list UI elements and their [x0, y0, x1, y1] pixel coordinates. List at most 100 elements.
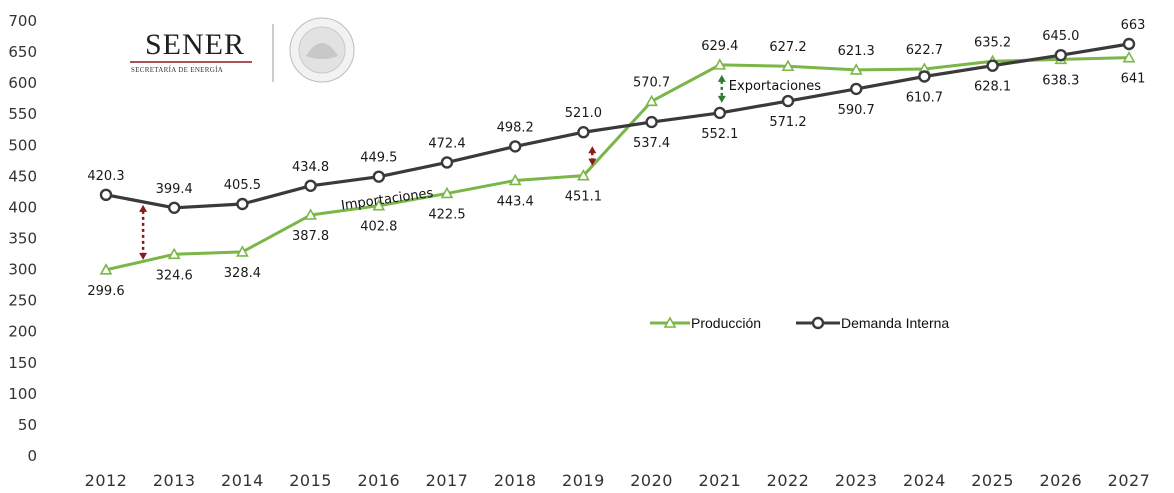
legend-demanda-label: Demanda Interna [841, 315, 949, 331]
demanda-point [167, 201, 181, 215]
data-label-produccion: 627.2 [769, 40, 806, 55]
y-tick-label: 400 [8, 198, 37, 216]
y-tick-label: 50 [18, 416, 37, 434]
data-label-demanda-interna: 521.0 [565, 106, 602, 121]
data-label-produccion: 641 [1121, 72, 1146, 87]
produccion-point [645, 94, 658, 107]
data-label-produccion: 324.6 [156, 268, 193, 283]
produccion-point [304, 208, 317, 220]
data-label-produccion: 402.8 [360, 220, 397, 235]
data-label-demanda-interna: 472.4 [428, 136, 465, 151]
y-tick-label: 300 [8, 261, 37, 279]
legend: Producción Demanda Interna [650, 315, 949, 331]
data-label-demanda-interna: 610.7 [906, 90, 943, 105]
exportaciones-label: Exportaciones [729, 79, 821, 94]
produccion-point [713, 58, 727, 70]
demanda-point [781, 94, 795, 108]
data-label-demanda-interna: 405.5 [224, 178, 261, 193]
data-label-produccion: 622.7 [906, 43, 943, 58]
data-label-produccion: 443.4 [497, 194, 534, 209]
x-tick-label: 2018 [494, 471, 537, 490]
exportaciones-2021-arrow-head-up [717, 74, 726, 82]
produccion-point [781, 59, 795, 72]
x-tick-label: 2016 [357, 471, 400, 490]
importaciones-2019-arrow-head-down [588, 158, 597, 166]
demanda-point [1122, 37, 1136, 51]
data-label-produccion: 451.1 [565, 190, 602, 205]
series-line-produccion [105, 56, 1130, 272]
demanda-point [99, 188, 113, 202]
data-label-demanda-interna: 420.3 [87, 169, 124, 184]
data-label-demanda-interna: 399.4 [156, 182, 193, 197]
produccion-point [236, 245, 249, 257]
data-label-demanda-interna: 552.1 [701, 127, 738, 142]
demanda-point [440, 156, 454, 169]
y-tick-label: 600 [8, 74, 37, 92]
data-label-demanda-interna: 645.0 [1042, 29, 1079, 44]
data-label-produccion: 638.3 [1042, 73, 1079, 88]
y-tick-label: 450 [8, 167, 37, 185]
demanda-point [986, 59, 999, 72]
data-label-produccion: 570.7 [633, 75, 670, 90]
x-tick-label: 2024 [903, 471, 946, 490]
y-tick-label: 200 [8, 323, 37, 341]
data-label-produccion: 629.4 [701, 39, 738, 54]
x-tick-label: 2012 [85, 471, 128, 490]
data-label-produccion: 299.6 [87, 284, 124, 299]
x-tick-label: 2014 [221, 471, 264, 490]
data-label-demanda-interna: 628.1 [974, 80, 1011, 95]
data-label-demanda-interna: 571.2 [769, 115, 806, 130]
data-label-produccion: 621.3 [838, 44, 875, 59]
data-label-demanda-interna: 537.4 [633, 136, 670, 151]
produccion-point [577, 169, 590, 181]
y-tick-label: 550 [8, 105, 37, 123]
data-label-produccion: 422.5 [428, 207, 465, 222]
x-tick-label: 2025 [971, 471, 1014, 490]
data-label-demanda-interna: 498.2 [497, 120, 534, 135]
demanda-point [372, 170, 385, 183]
x-tick-label: 2021 [698, 471, 741, 490]
data-label-produccion: 635.2 [974, 35, 1011, 50]
y-tick-label: 650 [8, 43, 37, 61]
logo-sener-text: SENER [145, 28, 245, 61]
demanda-point [850, 82, 863, 96]
data-label-demanda-interna: 590.7 [838, 103, 875, 118]
produccion-point [1122, 51, 1136, 63]
series-layer [99, 37, 1136, 275]
produccion-point [167, 247, 181, 260]
legend-produccion-marker [663, 316, 677, 328]
x-tick-label: 2017 [426, 471, 469, 490]
data-labels: 299.6 324.6 328.4 387.8 402.8 422.5 443.4 451.1… [87, 18, 1145, 299]
x-tick-label: 2022 [767, 471, 810, 490]
y-axis: 0 50 100 150 200 250 300 350 400 450 500 550 600 650 7… [8, 12, 37, 465]
y-tick-label: 150 [8, 354, 37, 372]
demanda-point [304, 179, 317, 193]
produccion-point [440, 186, 454, 199]
legend-produccion-label: Producción [691, 315, 761, 331]
produccion-point [372, 199, 386, 211]
x-axis: 2012 2013 2014 2015 2016 2017 2018 2019 2020 2021… [85, 471, 1150, 490]
x-tick-label: 2013 [153, 471, 196, 490]
produccion-point [508, 173, 522, 186]
y-tick-label: 0 [27, 447, 37, 465]
y-tick-label: 700 [8, 12, 37, 30]
importaciones-2012-arrow-head-down [139, 252, 148, 260]
y-tick-label: 100 [8, 385, 37, 403]
produccion-point [849, 63, 863, 75]
legend-demanda-marker [811, 316, 825, 330]
data-label-produccion: 387.8 [292, 229, 329, 244]
importaciones-2012-arrow-head-up [139, 204, 148, 212]
sener-logo: SENER SECRETARÍA DE ENERGÍA [130, 17, 355, 83]
demanda-point [236, 197, 249, 211]
series-line-demanda-interna [105, 42, 1130, 210]
coat-of-arms-icon [289, 17, 355, 83]
logo-subtitle: SECRETARÍA DE ENERGÍA [131, 66, 223, 74]
x-tick-label: 2019 [562, 471, 605, 490]
x-tick-label: 2015 [289, 471, 332, 490]
demanda-point [645, 115, 658, 129]
data-label-demanda-interna: 449.5 [360, 151, 397, 166]
x-tick-label: 2026 [1039, 471, 1082, 490]
demanda-point [1054, 48, 1068, 62]
y-tick-label: 500 [8, 136, 37, 154]
